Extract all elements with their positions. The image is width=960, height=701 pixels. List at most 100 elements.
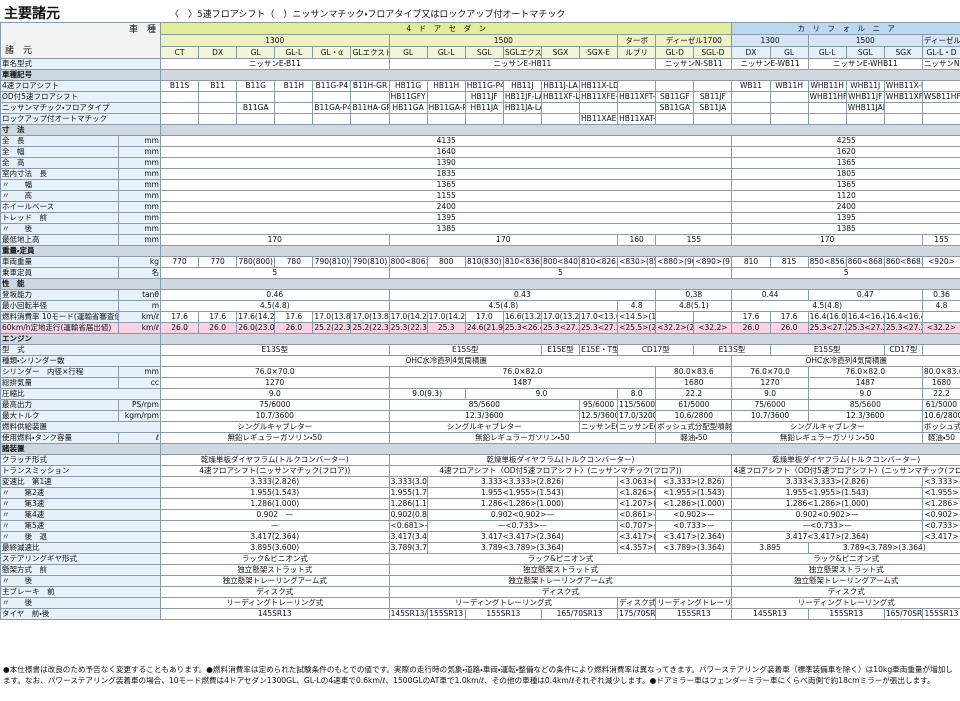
spec-cell: 1620 [731,146,960,158]
row-label: 懸架方式 前 [0,564,161,576]
spec-cell [769,91,809,103]
row-unit: km/ℓ [118,311,161,323]
section-fill [159,124,960,136]
spec-cell: 4.8 [921,300,960,312]
spec-cell: 0.902(0.814)— [388,509,428,521]
spec-row: 燃料供給装置シングルキャブレターシングルキャブレターニッサンEGIニッサンECC… [0,421,960,433]
spec-cell: WSB11HF [921,91,960,103]
spec-cell: 145SR13 [731,608,809,620]
spec-cell: ディスク式 [617,597,657,609]
spec-cell: 1.286(1.000) [160,498,390,510]
spec-cell: 3.895 [731,542,809,554]
spec-cell: 乾燥単板ダイヤフラム(トルクコンバーター) [731,454,960,466]
spec-cell: 乾燥単板ダイヤフラム(トルクコンバーター) [160,454,390,466]
spec-cell: HB11J [502,80,542,92]
row-unit: mm [118,190,161,202]
spec-cell: 145SR13 [160,608,390,620]
spec-cell: 26.0 [159,322,200,334]
spec-cell: 860<868>(875) [883,256,923,268]
spec-row: 車両重量 kg 770 770 780(800) 780 790(810) 790(810) 8… [0,256,960,268]
spec-cell: 25.2(22.3) [350,322,390,334]
spec-cell: 17.0(14.2) [426,311,466,323]
row-label: 〃 第5速 [0,520,161,532]
section-fill [159,245,960,257]
spec-cell: 175/70SR13 [617,608,657,620]
grade: SGX [883,46,923,59]
spec-cell: HB11X-LD [579,80,619,92]
spec-cell: 860<868>(880) [845,256,885,268]
spec-cell: 22.2 [655,388,733,400]
spec-cell: HB11JF [464,91,504,103]
row-label: 全 幅 [0,146,119,158]
spec-cell: 780(800) [236,256,276,268]
spec-cell: 1120 [731,190,960,202]
spec-cell [807,102,847,114]
spec-cell: 26.0 [731,322,771,334]
spec-row: 圧縮比 9.0 9.0(9.3) 9.0 8.0 22.2 9.0 9.0 22.2 [0,388,960,400]
spec-cell: 17.0(14.2) [388,311,428,323]
spec-row: 型 式 E13S型 E15S型 E15E型 E15E・T型 CD17型 E13S型 E15S型… [0,344,960,356]
row-label: 種類・シリンダー数 [0,355,161,367]
spec-cell [274,113,314,125]
spec-cell: 1155 [159,190,733,202]
spec-cell: WB11H [769,80,809,92]
spec-cell: 無鉛レギュラーガソリン・50 [388,432,657,444]
spec-cell: 76.0×70.0 [731,366,809,378]
spec-cell: 165/70SR13 [883,608,923,620]
spec-cell: 12.5/3600 [579,410,619,422]
spec-cell: 12.3/3600 [388,410,581,422]
row-label: クラッチ形式 [0,454,161,466]
spec-cell: <3.417> [921,531,960,543]
spec-cell: 12.3/3600 [807,410,923,422]
spec-row: クラッチ形式 乾燥単板ダイヤフラム(トルクコンバーター) 乾燥単板ダイヤフラム(トル… [0,454,960,466]
spec-cell: 800<806>(820) [388,256,428,268]
spec-cell: 17.0/3200 [617,410,657,422]
spec-cell: 9.0 [464,388,619,400]
spec-cell: SB11GA [655,102,695,114]
spec-cell: 1395 [731,212,960,224]
row-label: タイヤ 前・後 [0,608,161,620]
spec-cell [731,113,771,125]
spec-cell: ボッシュ式分配型噴射ポンプ [921,421,960,433]
spec-cell: 160 [617,234,657,246]
row-label: ステアリングギヤ形式 [0,553,161,565]
section-label: エンジン [0,333,161,345]
spec-cell: ボッシュ式分配型噴射ポンプ [655,421,733,433]
spec-cell: 独立懸架ストラット式 [160,564,390,576]
spec-cell [883,113,923,125]
spec-cell: <1.955> [921,487,960,499]
section-row: エンジン [0,333,960,345]
grade: SGL-D [693,46,733,59]
row-unit: PS/rpm [118,399,161,411]
spec-cell: HB11XFE-LD [579,91,619,103]
spec-cell: 1.955<1.955>(1.543) [426,487,619,499]
spec-cell: 3.333<3.333>(2.826) [426,476,619,488]
row-label: 総排気量 [0,377,119,389]
spec-cell: 170 [388,234,619,246]
spec-cell: 26.0 [198,322,238,334]
spec-cell: 1.286(1.125)(1.000) [388,498,428,510]
spec-cell [159,102,200,114]
grade: GL-L・D [921,46,960,59]
corner-top: 車 種 [128,25,156,35]
spec-cell [693,80,733,92]
spec-cell: 10.7/3600 [731,410,809,422]
spec-cell: ニッサンE-B11 [160,58,390,70]
row-label: 変速比 第1速 [0,476,161,488]
spec-cell: 80.0×83.6 [921,366,960,378]
spec-cell: 80.0×83.6 [655,366,733,378]
spec-cell: 5 [160,267,390,279]
spec-cell: 1.286<1.286>(1.000) [426,498,619,510]
spec-cell: 800<840>(860) [540,256,581,268]
spec-cell: 25.3(22.3) [388,322,428,334]
grade: ルプリ [617,46,657,59]
grade: GL-D [655,46,695,59]
grade: GL-L [426,46,466,59]
spec-cell: ディスク式 [388,586,733,598]
spec-cell: — [160,520,390,532]
corner-cell: 車 種諸 元 [0,22,161,59]
row-unit: mm [118,157,161,169]
spec-cell: 0.38 [655,289,733,301]
